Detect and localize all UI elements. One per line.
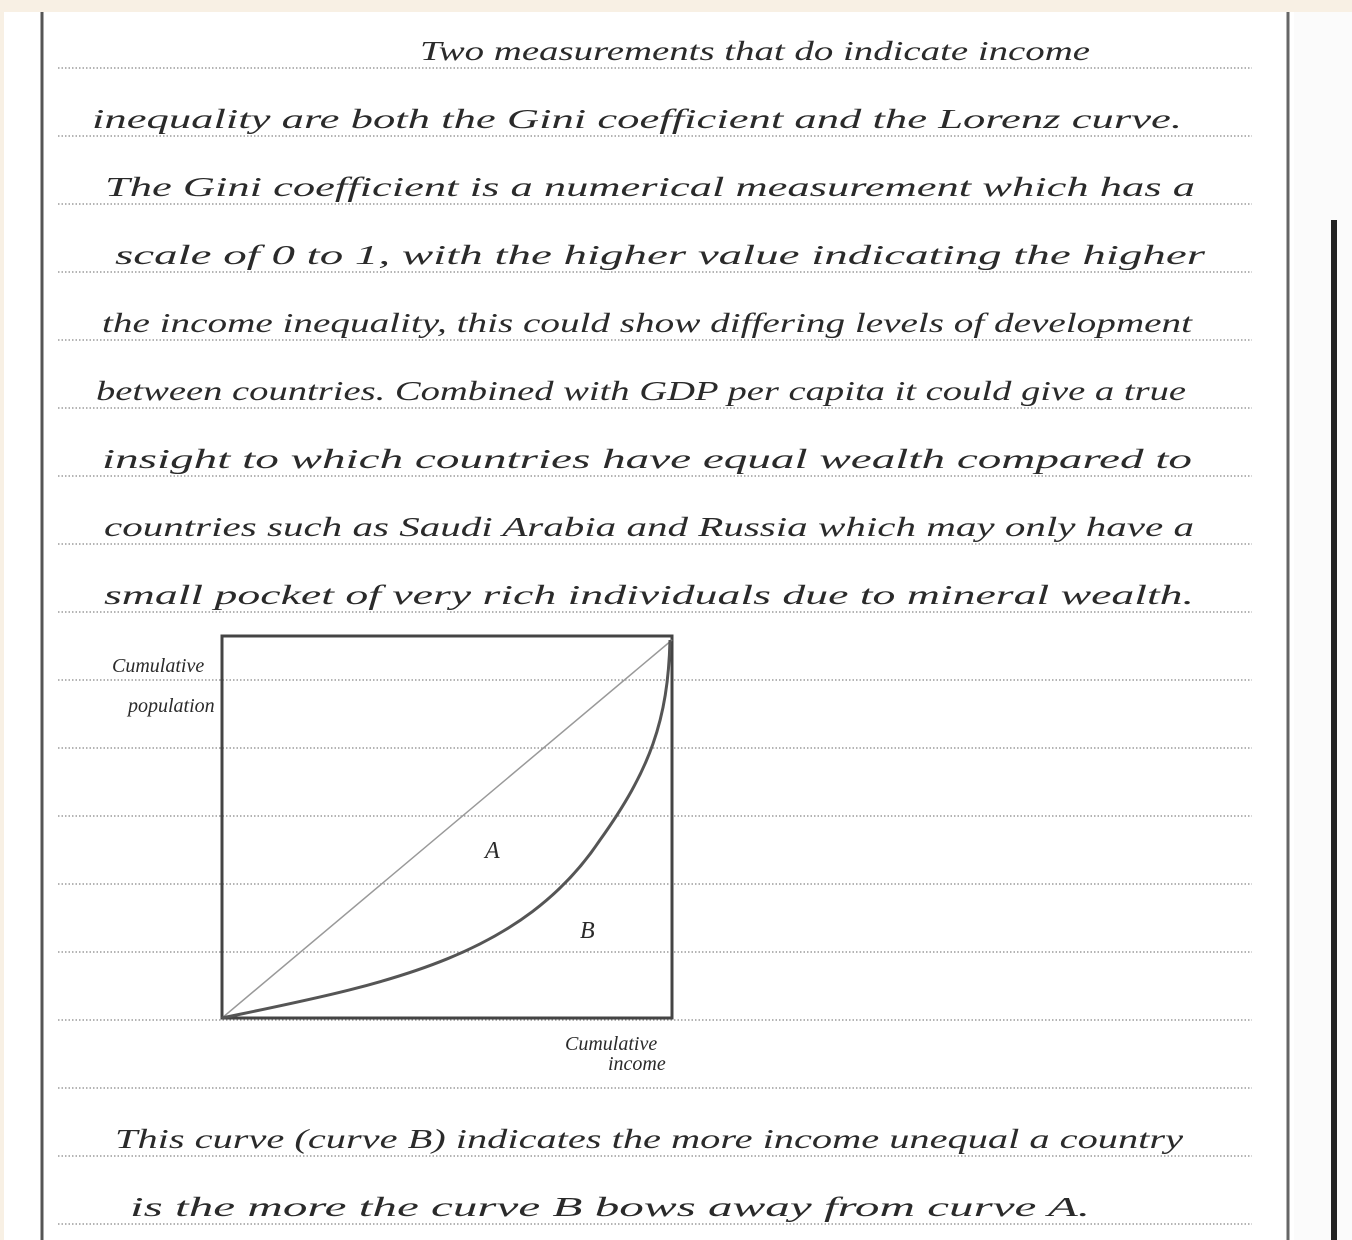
text-line: The Gini coefficient is a numerical meas… bbox=[105, 172, 1195, 202]
text-line: insight to which countries have equal we… bbox=[102, 444, 1192, 474]
x-axis-label: Cumulative bbox=[565, 1033, 657, 1055]
ruled-lines bbox=[58, 67, 1252, 1225]
diagram-box bbox=[220, 634, 674, 1020]
paper bbox=[4, 12, 1294, 1240]
text-line: scale of 0 to 1, with the higher value i… bbox=[115, 240, 1206, 270]
x-axis-label: income bbox=[608, 1053, 666, 1075]
text-line: Two measurements that do indicate income bbox=[420, 36, 1090, 66]
text-line: small pocket of very rich individuals du… bbox=[104, 580, 1194, 610]
text-line: is the more the curve B bows away from c… bbox=[130, 1192, 1090, 1222]
handwriting: Two measurements that do indicate income… bbox=[92, 36, 1206, 1222]
region-label: A bbox=[483, 838, 500, 864]
text-line: between countries. Combined with GDP per… bbox=[96, 376, 1186, 406]
text-line: the income inequality, this could show d… bbox=[102, 308, 1194, 338]
y-axis-label: population bbox=[126, 695, 215, 717]
text-line: countries such as Saudi Arabia and Russi… bbox=[104, 512, 1194, 542]
margin-area bbox=[1294, 12, 1352, 1240]
lorenz-diagram: Cumulative population A B Cumulative inc… bbox=[112, 634, 674, 1075]
y-axis-label: Cumulative bbox=[112, 655, 204, 677]
equality-line bbox=[221, 639, 673, 1019]
lorenz-curve bbox=[221, 639, 672, 1020]
region-label: B bbox=[580, 918, 595, 944]
text-line: This curve (curve B) indicates the more … bbox=[115, 1124, 1183, 1154]
text-line: inequality are both the Gini coefficient… bbox=[92, 104, 1182, 134]
